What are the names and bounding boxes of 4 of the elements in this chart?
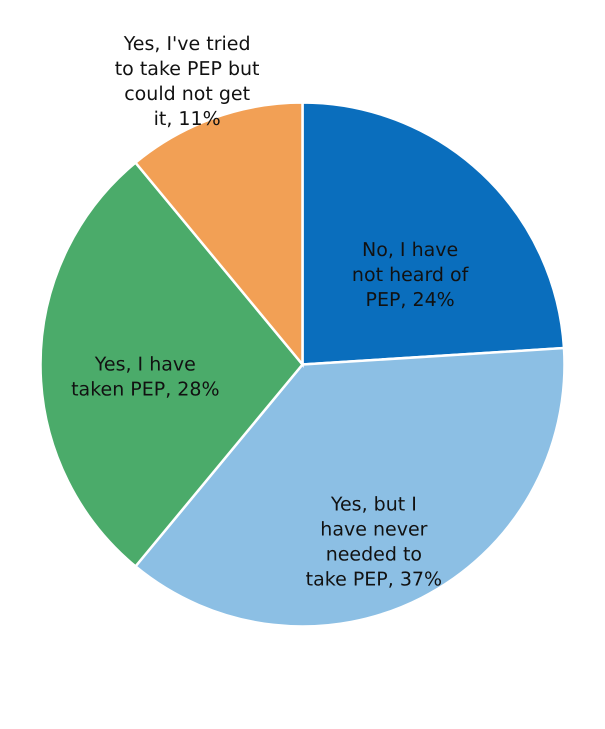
slice-label: Yes, I've tried to take PEP but could not get it, 11% <box>114 33 260 130</box>
slice-label: Yes, I have taken PEP, 28% <box>71 354 220 400</box>
slice-label: Yes, but I have never needed to take PEP, 37% <box>306 494 442 591</box>
slice-label: No, I have not heard of PEP, 24% <box>352 238 470 311</box>
